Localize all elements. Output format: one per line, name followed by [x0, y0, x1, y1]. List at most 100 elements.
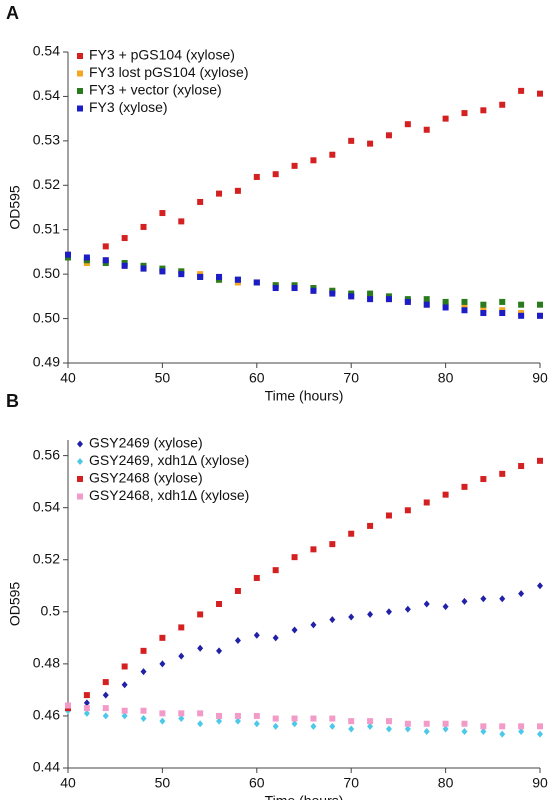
y-tick-label: 0.53 — [33, 132, 60, 148]
data-point — [367, 522, 374, 529]
data-point — [404, 121, 411, 128]
data-point — [461, 110, 468, 117]
y-tick-label: 0.50 — [33, 309, 60, 325]
legend-label: FY3 + vector (xylose) — [89, 82, 222, 98]
data-point — [310, 157, 317, 164]
data-point — [537, 301, 543, 308]
data-point — [385, 296, 392, 303]
data-point — [216, 712, 223, 719]
data-point — [518, 312, 525, 319]
panel-label: B — [6, 391, 19, 411]
data-point — [140, 223, 147, 230]
data-point — [499, 595, 506, 603]
data-point — [348, 137, 355, 144]
data-point — [216, 601, 223, 607]
data-point — [423, 600, 430, 608]
data-point — [537, 457, 543, 464]
x-axis-title: Time (hours) — [265, 793, 344, 800]
data-point — [329, 722, 336, 730]
data-point — [121, 235, 128, 242]
data-point — [178, 218, 185, 225]
data-point — [423, 126, 430, 133]
data-point — [159, 634, 166, 641]
data-point — [537, 312, 543, 319]
data-point — [461, 307, 468, 314]
data-point — [272, 722, 279, 730]
data-point — [272, 715, 279, 722]
data-point — [367, 722, 374, 730]
data-point — [159, 660, 166, 668]
data-point — [253, 173, 260, 180]
data-point — [102, 712, 109, 720]
data-point — [102, 705, 109, 712]
data-point — [442, 491, 449, 498]
data-point — [65, 702, 71, 709]
data-point — [83, 709, 90, 717]
data-point — [197, 611, 204, 618]
data-point — [291, 554, 298, 561]
data-point — [83, 705, 90, 712]
data-point — [385, 718, 392, 725]
x-tick-label: 60 — [249, 775, 265, 791]
data-point — [159, 710, 166, 717]
data-point — [272, 567, 279, 574]
data-point — [385, 512, 392, 519]
data-point — [197, 720, 204, 728]
data-point — [461, 597, 468, 605]
data-point — [367, 140, 374, 147]
data-point — [216, 717, 223, 725]
data-point — [65, 251, 71, 258]
data-point — [423, 499, 430, 506]
data-point — [197, 644, 204, 652]
data-point — [537, 723, 543, 730]
data-point — [385, 132, 392, 139]
data-point — [518, 463, 525, 470]
y-tick-label: 0.54 — [33, 87, 60, 103]
data-point — [480, 728, 487, 736]
y-tick-label: 0.52 — [33, 176, 60, 192]
data-point — [442, 725, 449, 733]
data-point — [178, 715, 185, 723]
x-axis-title: Time (hours) — [265, 388, 344, 404]
x-tick-label: 60 — [249, 370, 265, 386]
legend-swatch — [77, 493, 83, 500]
data-point — [499, 470, 506, 477]
data-point — [348, 725, 355, 733]
x-tick-label: 70 — [343, 775, 359, 791]
data-point — [348, 613, 355, 621]
data-point — [499, 101, 506, 108]
x-tick-label: 80 — [438, 370, 454, 386]
data-point — [480, 301, 487, 308]
data-point — [480, 723, 487, 730]
x-tick-label: 90 — [532, 775, 548, 791]
data-point — [310, 621, 317, 629]
data-point — [367, 290, 374, 297]
data-point — [499, 298, 506, 305]
data-point — [329, 151, 336, 158]
data-point — [385, 725, 392, 733]
data-point — [102, 691, 109, 699]
legend-swatch — [77, 53, 83, 59]
y-tick-label: 0.52 — [33, 550, 60, 566]
legend-label: FY3 (xylose) — [89, 99, 168, 115]
x-tick-label: 50 — [155, 775, 171, 791]
y-tick-label: 0.44 — [33, 759, 60, 775]
data-point — [518, 590, 525, 598]
data-point — [272, 285, 279, 292]
data-point — [234, 187, 241, 194]
data-point — [537, 90, 543, 97]
data-point — [83, 254, 90, 261]
y-tick-label: 0.48 — [33, 655, 60, 671]
x-tick-label: 80 — [438, 775, 454, 791]
data-point — [121, 681, 128, 689]
data-point — [253, 712, 260, 719]
legend-swatch — [77, 476, 83, 482]
data-point — [102, 257, 109, 264]
data-point — [310, 715, 317, 722]
data-point — [518, 87, 525, 94]
data-point — [404, 298, 411, 305]
data-point — [442, 304, 449, 311]
data-point — [442, 115, 449, 122]
data-point — [423, 728, 430, 736]
data-point — [310, 287, 317, 294]
